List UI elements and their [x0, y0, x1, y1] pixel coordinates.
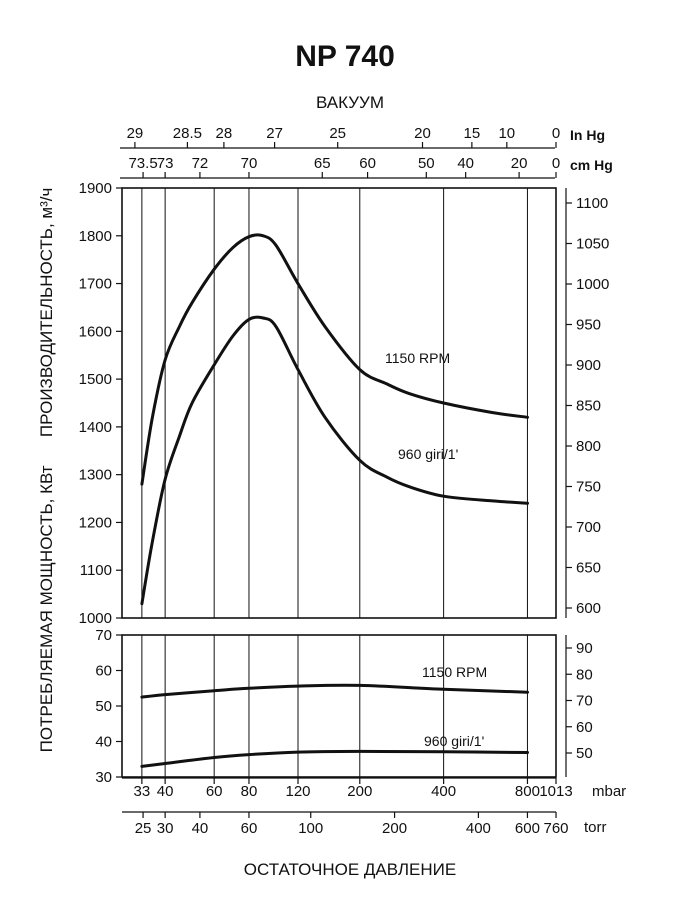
upper-right-tick-label: 950	[576, 317, 601, 334]
inhg-tick-label: 28.5	[173, 125, 202, 142]
top-axis-cmhg-ticks: 73.5 73 72 70 65 60 50 40 20 0	[128, 155, 560, 178]
lower-left-tick-label: 60	[95, 663, 112, 680]
lower-right-tick-label: 90	[576, 640, 593, 657]
bottom-axis-mbar-ticks: 33 40 60 80 120 200 400 800 1013	[134, 778, 573, 800]
upper-left-tick-label: 1700	[79, 276, 112, 293]
mbar-tick-label: 200	[347, 783, 372, 800]
cmhg-tick-label: 40	[457, 155, 474, 172]
lower-left-tick-label: 40	[95, 734, 112, 751]
mbar-tick-label: 60	[206, 783, 223, 800]
cmhg-tick-label: 73.5	[128, 155, 157, 172]
upper-right-tick-label: 600	[576, 600, 601, 617]
inhg-tick-label: 15	[464, 125, 481, 142]
inhg-tick-label: 10	[498, 125, 515, 142]
upper-right-tick-label: 1100	[576, 195, 608, 212]
lower-left-ticks: 70 60 50 40 30	[95, 627, 122, 786]
inhg-tick-label: 20	[414, 125, 431, 142]
torr-tick-label: 760	[544, 820, 569, 837]
inhg-tick-label: 27	[266, 125, 283, 142]
cmhg-tick-label: 73	[157, 155, 174, 172]
cmhg-tick-label: 0	[552, 155, 560, 172]
upper-left-tick-label: 1300	[79, 467, 112, 484]
upper-left-tick-label: 1600	[79, 323, 112, 340]
left-axis-title: ПОТРЕБЛЯЕМАЯ МОЩНОСТЬ, КВт ПРОИЗВОДИТЕЛЬ…	[37, 188, 56, 753]
lower-left-tick-label: 30	[95, 769, 112, 786]
bottom-axis-title: ОСТАТОЧНОЕ ДАВЛЕНИЕ	[244, 860, 456, 879]
lower-series-1150-rpm	[140, 683, 529, 699]
lower-right-ticks: 90 80 70 60 50	[566, 640, 593, 762]
cmhg-tick-label: 50	[418, 155, 435, 172]
torr-tick-label: 25	[135, 820, 152, 837]
lower-left-tick-label: 50	[95, 698, 112, 715]
lower-right-tick-label: 50	[576, 745, 593, 762]
upper-left-tick-label: 1000	[79, 610, 112, 627]
torr-tick-label: 100	[298, 820, 323, 837]
upper-left-ticks: 1900 1800 1700 1600 1500 1400 1300 1200 1100 1000	[79, 180, 122, 627]
upper-right-tick-label: 700	[576, 519, 601, 536]
mbar-tick-label: 120	[285, 783, 310, 800]
mbar-unit-label: mbar	[592, 783, 626, 800]
cmhg-unit-label: cm Hg	[570, 157, 613, 173]
inhg-unit-label: In Hg	[570, 127, 605, 143]
torr-tick-label: 600	[515, 820, 540, 837]
cmhg-tick-label: 20	[511, 155, 528, 172]
upper-series-1150-rpm	[140, 233, 529, 486]
lower-right-tick-label: 70	[576, 693, 593, 710]
upper-left-tick-label: 1400	[79, 419, 112, 436]
lower-label-960-giri: 960 giri/1'	[424, 733, 484, 749]
upper-label-960-giri: 960 giri/1'	[398, 446, 458, 462]
upper-left-tick-label: 1900	[79, 180, 112, 197]
lower-left-tick-label: 70	[95, 627, 112, 644]
upper-right-tick-label: 1000	[576, 276, 609, 293]
top-axis-title: ВАКУУМ	[316, 93, 384, 112]
upper-right-tick-label: 800	[576, 438, 601, 455]
upper-right-ticks: 1100 1050 1000 950 900 850 800 750 700 650 600	[566, 195, 609, 617]
inhg-tick-label: 28	[216, 125, 233, 142]
mbar-tick-label: 1013	[539, 783, 572, 800]
upper-left-tick-label: 1200	[79, 514, 112, 531]
inhg-tick-label: 25	[329, 125, 346, 142]
lower-right-tick-label: 60	[576, 719, 593, 736]
upper-panel-frame	[121, 187, 557, 619]
torr-tick-label: 30	[157, 820, 174, 837]
lower-series-960-giri	[140, 749, 529, 768]
top-axis-inhg-ticks: 29 28.5 28 27 25 20 15 10 0	[127, 125, 560, 148]
upper-right-tick-label: 750	[576, 479, 601, 496]
upper-left-tick-label: 1500	[79, 371, 112, 388]
upper-right-tick-label: 650	[576, 560, 601, 577]
torr-tick-label: 40	[192, 820, 209, 837]
torr-tick-label: 60	[241, 820, 258, 837]
mbar-tick-label: 40	[157, 783, 174, 800]
lower-right-tick-label: 80	[576, 666, 593, 683]
vertical-gridlines	[141, 188, 528, 777]
torr-tick-label: 200	[382, 820, 407, 837]
cmhg-tick-label: 70	[241, 155, 258, 172]
upper-series-960-giri	[140, 315, 529, 606]
upper-right-tick-label: 1050	[576, 236, 609, 253]
upper-left-tick-label: 1800	[79, 228, 112, 245]
cmhg-tick-label: 72	[192, 155, 209, 172]
mbar-tick-label: 800	[515, 783, 540, 800]
torr-unit-label: torr	[584, 819, 607, 836]
upper-right-tick-label: 850	[576, 398, 601, 415]
torr-tick-label: 400	[466, 820, 491, 837]
upper-right-tick-label: 900	[576, 357, 601, 374]
mbar-tick-label: 33	[134, 783, 151, 800]
cmhg-tick-label: 65	[314, 155, 331, 172]
cmhg-tick-label: 60	[359, 155, 376, 172]
bottom-axis-torr-ticks: 25 30 40 60 100 200 400 600 760	[135, 812, 569, 837]
chart-title: NP 740	[295, 40, 395, 73]
inhg-tick-label: 29	[127, 125, 144, 142]
mbar-tick-label: 400	[431, 783, 456, 800]
lower-label-1150-rpm: 1150 RPM	[422, 664, 487, 680]
upper-left-tick-label: 1100	[80, 562, 112, 579]
upper-label-1150-rpm: 1150 RPM	[385, 350, 450, 366]
mbar-tick-label: 80	[241, 783, 258, 800]
lower-panel-frame	[121, 634, 557, 778]
inhg-tick-label: 0	[552, 125, 560, 142]
